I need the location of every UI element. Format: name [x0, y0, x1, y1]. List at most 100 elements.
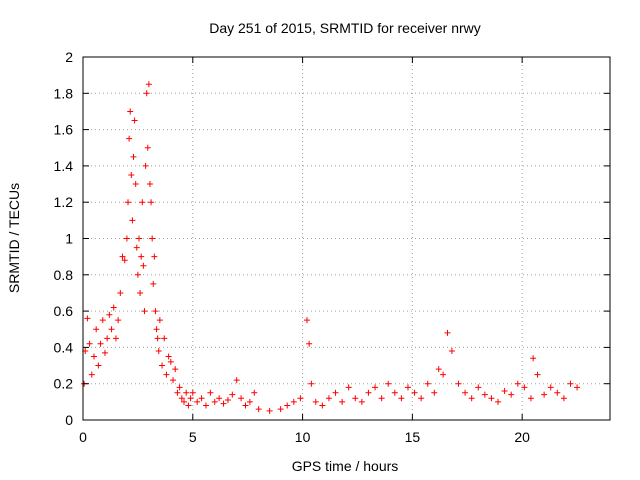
data-point — [448, 348, 455, 355]
data-point — [152, 308, 159, 315]
data-point — [306, 340, 313, 347]
y-tick-label: 0.4 — [54, 339, 74, 355]
data-point — [137, 289, 144, 296]
data-point — [242, 402, 249, 409]
data-point — [198, 395, 205, 402]
data-point — [119, 253, 126, 260]
data-point — [462, 389, 469, 396]
data-point — [547, 384, 554, 391]
data-point — [127, 108, 134, 115]
data-point — [378, 395, 385, 402]
data-point — [501, 387, 508, 394]
data-point — [181, 398, 188, 405]
data-point — [155, 348, 162, 355]
data-point — [135, 235, 142, 242]
data-point — [86, 340, 93, 347]
data-point — [150, 280, 157, 287]
data-point — [144, 144, 151, 151]
data-point — [411, 389, 418, 396]
data-point — [138, 253, 145, 260]
y-tick-label: 0.8 — [54, 267, 74, 283]
data-point — [112, 335, 119, 342]
data-point — [117, 289, 124, 296]
data-point — [534, 371, 541, 378]
data-point — [444, 329, 451, 336]
data-point — [325, 395, 332, 402]
data-point — [161, 335, 168, 342]
data-point — [97, 340, 104, 347]
data-point — [541, 391, 548, 398]
data-point — [418, 395, 425, 402]
data-point — [385, 380, 392, 387]
data-point — [125, 199, 132, 206]
data-point — [145, 81, 152, 88]
y-axis-label: SRMTID / TECUs — [6, 183, 22, 293]
data-point — [176, 384, 183, 391]
data-point — [154, 335, 161, 342]
data-point — [233, 377, 240, 384]
data-point — [110, 304, 117, 311]
data-point — [202, 402, 209, 409]
grid-lines — [83, 57, 610, 420]
y-tick-label: 1.2 — [54, 194, 74, 210]
data-point — [530, 355, 537, 362]
data-point — [431, 389, 438, 396]
data-point — [332, 389, 339, 396]
tick-labels: 0 5 10 15 20 0 0.2 0.4 0.6 0.8 1 1.2 1.4 1.6 1.8 2 — [54, 49, 531, 445]
data-point — [134, 271, 141, 278]
data-point — [84, 315, 91, 322]
y-tick-label: 1.4 — [54, 158, 74, 174]
plot-border — [82, 56, 611, 421]
data-point — [319, 402, 326, 409]
data-point — [183, 389, 190, 396]
x-tick-label: 20 — [514, 429, 530, 445]
data-point — [140, 262, 147, 269]
data-point — [141, 308, 148, 315]
data-point — [88, 371, 95, 378]
data-point — [165, 353, 172, 360]
data-point — [149, 235, 156, 242]
data-point — [358, 398, 365, 405]
y-tick-label: 1.6 — [54, 122, 74, 138]
data-point — [194, 398, 201, 405]
data-point — [508, 391, 515, 398]
data-point — [372, 384, 379, 391]
data-point — [174, 389, 181, 396]
data-point — [398, 395, 405, 402]
data-point — [514, 380, 521, 387]
data-point — [554, 389, 561, 396]
data-point — [238, 395, 245, 402]
data-point — [266, 407, 273, 414]
x-tick-label: 0 — [79, 429, 87, 445]
data-point — [475, 384, 482, 391]
x-axis-label: GPS time / hours — [292, 458, 399, 474]
x-tick-label: 5 — [189, 429, 197, 445]
axes — [82, 56, 611, 421]
data-point — [128, 171, 135, 178]
data-point — [185, 402, 192, 409]
data-point — [156, 317, 163, 324]
data-point — [187, 395, 194, 402]
data-point — [121, 257, 128, 264]
data-point — [90, 353, 97, 360]
data-point — [143, 90, 150, 97]
data-point — [560, 395, 567, 402]
x-tick-label: 15 — [405, 429, 421, 445]
data-point — [303, 317, 310, 324]
data-point — [139, 199, 146, 206]
data-point — [115, 317, 122, 324]
data-point — [130, 153, 137, 160]
data-point — [255, 406, 262, 413]
data-point — [455, 380, 462, 387]
data-point — [339, 398, 346, 405]
data-points — [81, 81, 581, 414]
data-point — [567, 380, 574, 387]
data-point — [246, 398, 253, 405]
data-point — [172, 366, 179, 373]
data-point — [224, 397, 231, 404]
data-point — [277, 406, 284, 413]
x-tick-label: 10 — [295, 429, 311, 445]
data-point — [481, 391, 488, 398]
data-point — [95, 362, 102, 369]
data-point — [178, 395, 185, 402]
